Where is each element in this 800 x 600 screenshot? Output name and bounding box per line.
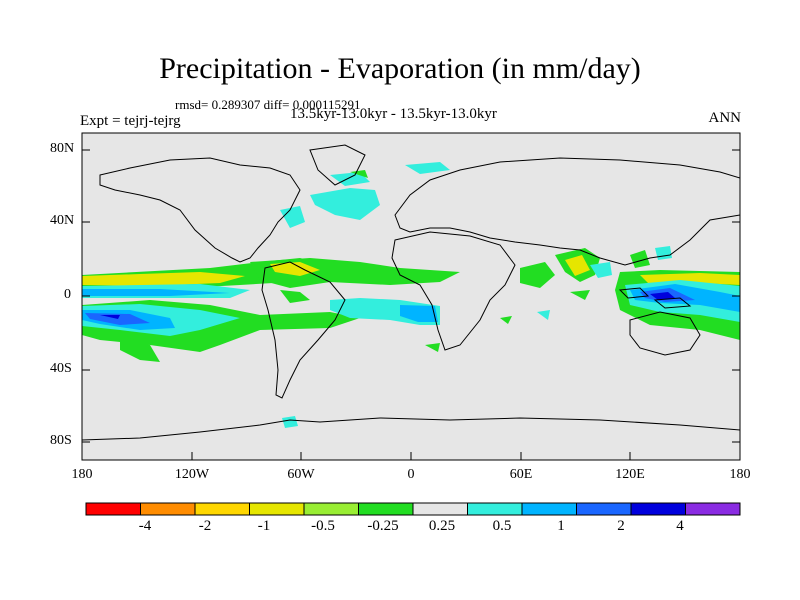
subtitle: 13.5kyr-13.0kyr - 13.5kyr-13.0kyr xyxy=(290,106,497,122)
coast-australia xyxy=(629,311,701,356)
colorbar-label: -2 xyxy=(198,518,212,534)
lon-tick-label: 180 xyxy=(729,467,751,482)
anomaly-fields xyxy=(82,162,740,428)
lat-tick-label: 40S xyxy=(50,361,72,376)
colorbar-swatch xyxy=(576,502,632,516)
colorbar-label: 4 xyxy=(676,518,684,534)
coast-africa xyxy=(391,231,516,351)
lat-ticks xyxy=(82,149,740,443)
colorbar-swatch xyxy=(249,502,305,516)
coast-greenland xyxy=(309,144,366,186)
plot-title: Precipitation - Evaporation (in mm/day) xyxy=(159,52,641,85)
north-atlantic-anomaly xyxy=(310,188,380,220)
lon-tick-label: 0 xyxy=(407,467,415,482)
colorbar-swatch xyxy=(467,502,523,516)
lon-ticks xyxy=(81,452,741,460)
coast-eurasia xyxy=(394,157,740,266)
colorbar-swatch xyxy=(194,502,250,516)
coast-south-america xyxy=(261,261,346,399)
colorbar-label: -4 xyxy=(138,518,152,534)
colorbar-swatch xyxy=(685,502,741,516)
colorbar-swatch xyxy=(630,502,686,516)
lat-tick-label: 80N xyxy=(50,141,75,156)
colorbar-label: 0.5 xyxy=(492,518,512,534)
coast-antarctica xyxy=(82,417,740,441)
experiment-label: Expt = tejrj-tejrg xyxy=(80,113,181,129)
lon-tick-label: 60W xyxy=(287,467,315,482)
lat-tick-label: 0 xyxy=(64,287,71,302)
lat-tick-label: 80S xyxy=(50,433,72,448)
colorbar-swatch xyxy=(85,502,141,516)
colorbar-label: -1 xyxy=(257,518,271,534)
colorbar-swatch xyxy=(303,502,359,516)
lon-tick-label: 180 xyxy=(71,467,93,482)
colorbar-label: 0.25 xyxy=(428,518,456,534)
colorbar-label: -0.25 xyxy=(367,518,399,534)
coast-north-america xyxy=(99,157,301,263)
lat-tick-label: 40N xyxy=(50,213,75,228)
colorbar-swatch xyxy=(358,502,414,516)
colorbar-swatch xyxy=(521,502,577,516)
lon-tick-label: 120E xyxy=(615,467,645,482)
colorbar-swatch xyxy=(140,502,196,516)
colorbar-label: -0.5 xyxy=(311,518,335,534)
colorbar-label: 2 xyxy=(617,518,625,534)
season-label: ANN xyxy=(708,110,742,126)
coastlines xyxy=(82,144,740,441)
colorbar-label: 1 xyxy=(557,518,565,534)
lon-tick-label: 60E xyxy=(509,467,533,482)
lon-tick-label: 120W xyxy=(174,467,210,482)
colorbar-swatch xyxy=(412,502,468,516)
stats-text: rmsd= 0.289307 diff= 0.000115291 xyxy=(175,97,361,112)
